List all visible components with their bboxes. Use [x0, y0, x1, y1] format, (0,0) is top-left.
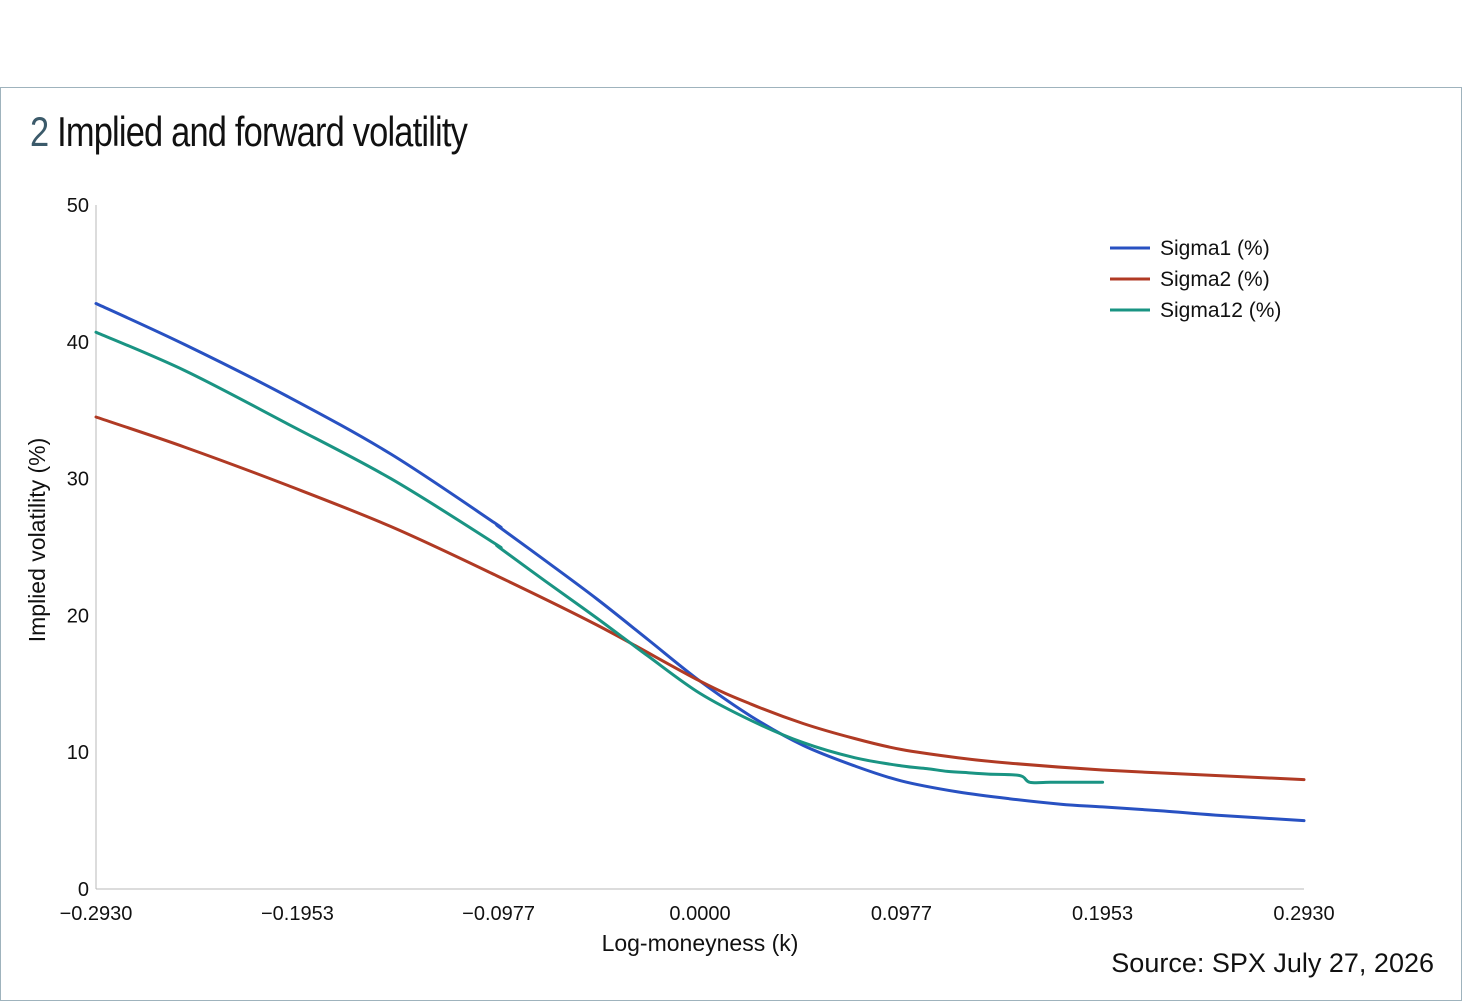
x-tick-label: 0.2930 [1273, 903, 1334, 925]
series-line-3 [94, 330, 1105, 785]
series-line-2 [94, 415, 1306, 782]
y-tick-label: 10 [67, 742, 89, 764]
series-line-1 [94, 302, 1306, 823]
legend-label: Sigma2 (%) [1160, 268, 1270, 291]
x-tick-label: −0.2930 [60, 903, 133, 925]
legend-label: Sigma1 (%) [1160, 237, 1270, 260]
x-tick-label: 0.1953 [1072, 903, 1133, 925]
y-tick-label: 20 [67, 605, 89, 627]
y-tick-label: 30 [67, 469, 89, 491]
figure-title-text: Implied and forward volatility [57, 108, 468, 155]
x-tick-label: 0.0000 [669, 903, 730, 925]
figure-title: 2 Implied and forward volatility [30, 108, 468, 156]
y-tick-label: 50 [67, 195, 89, 217]
series-lines [94, 302, 1306, 823]
x-tick-label: 0.0977 [871, 903, 932, 925]
source-note: Source: SPX July 27, 2026 [1111, 948, 1434, 978]
y-tick-label: 0 [78, 879, 89, 901]
x-tick-label: −0.0977 [462, 903, 535, 925]
x-axis-label: Log-moneyness (k) [602, 930, 799, 956]
x-tick-label: −0.1953 [261, 903, 334, 925]
legend-label: Sigma12 (%) [1160, 299, 1281, 322]
legend: Sigma1 (%) Sigma2 (%) Sigma12 (%) [1110, 237, 1281, 322]
figure-frame [0, 87, 1462, 1001]
y-tick-label: 40 [67, 332, 89, 354]
axes: 0 10 20 30 40 50 −0.2930 −0.1953 −0.0977 0.0000 0.… [24, 195, 1335, 956]
y-axis-label: Implied volatility (%) [24, 438, 50, 643]
figure-number: 2 [30, 108, 49, 155]
